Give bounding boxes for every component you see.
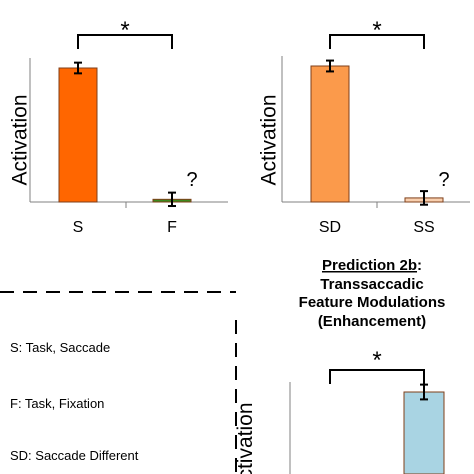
- panel1-tick-label-2: F: [167, 219, 177, 236]
- panel1-significance-marker: *: [120, 17, 129, 44]
- legend-item-f: F: Task, Fixation: [10, 396, 105, 411]
- prediction-title-line4: (Enhancement): [318, 313, 426, 330]
- panel1-question-mark: ?: [186, 169, 197, 191]
- panel1-ylabel: Activation: [9, 94, 32, 185]
- panel2-significance-marker: *: [372, 17, 381, 44]
- prediction-title-line1: Prediction 2b: [322, 257, 417, 274]
- panel2-question-mark: ?: [438, 169, 449, 191]
- panel2-tick-label-1: SD: [319, 219, 341, 236]
- panel2-bar-1: [310, 65, 350, 203]
- legend-item-s: S: Task, Saccade: [10, 340, 111, 355]
- panel2-significance-bracket: [329, 34, 425, 49]
- panel1-significance-bracket: [77, 34, 173, 49]
- panel2-tick-label-2: SS: [413, 219, 434, 236]
- panel1-tick-label-1: S: [73, 219, 84, 236]
- panel2-ylabel: Activation: [258, 94, 281, 185]
- prediction-title: Prediction 2b:: [322, 257, 422, 274]
- prediction-title-line2: Transsaccadic: [320, 276, 423, 293]
- prediction-title-line3: Feature Modulations: [299, 294, 446, 311]
- panel3-ylabel: Activation: [234, 402, 257, 474]
- panel1-bar-1: [58, 67, 98, 203]
- panel3-significance-bracket: [329, 369, 425, 384]
- prediction-title-colon: :: [417, 257, 422, 274]
- panel3-bar-2: [403, 391, 445, 474]
- panel3-significance-marker: *: [372, 347, 381, 374]
- legend-item-sd: SD: Saccade Different: [10, 448, 139, 463]
